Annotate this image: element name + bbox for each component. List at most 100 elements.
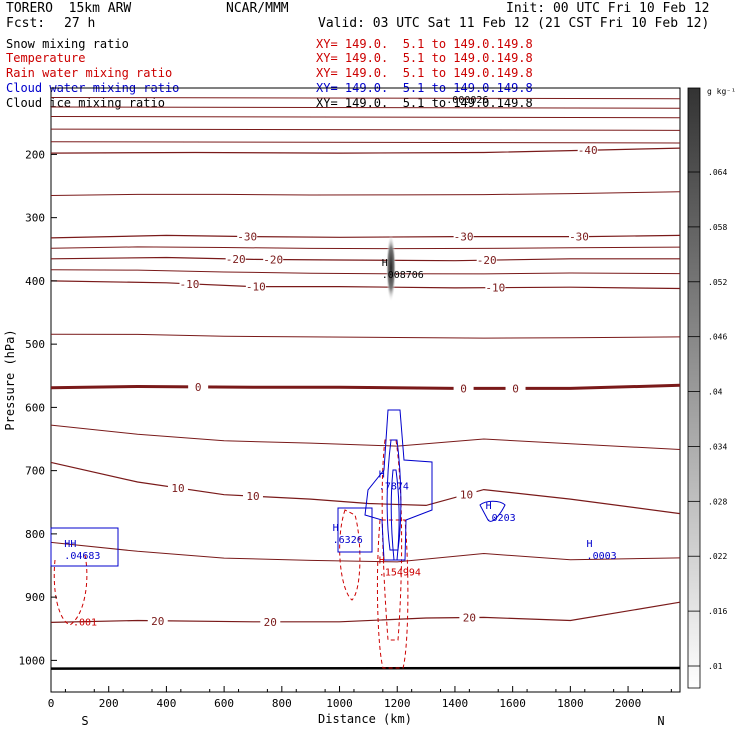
isotherm-label: 20 bbox=[151, 615, 164, 628]
isotherm-minor bbox=[50, 424, 681, 450]
field-xsec-rain: XY= 149.0. 5.1 to 149.0.149.8 bbox=[316, 66, 533, 80]
isotherm-label-bg bbox=[459, 611, 480, 623]
surface-line bbox=[50, 666, 681, 670]
isotherm-label: 0 bbox=[195, 381, 202, 394]
field-name-cloud-water: Cloud water mixing ratio bbox=[6, 81, 180, 95]
cloud-ice-shading bbox=[386, 234, 396, 302]
x-tick-label: 400 bbox=[156, 697, 176, 710]
isotherm-label-bg bbox=[453, 382, 474, 394]
cloud-water-max-marker: H bbox=[379, 469, 385, 480]
rain-water-max-marker: H bbox=[379, 555, 385, 566]
cloud-water-outer bbox=[364, 409, 433, 561]
rain-water-max-value: .154994 bbox=[379, 567, 421, 578]
isotherm-label-bg bbox=[263, 253, 284, 265]
init-time: Init: 00 UTC Fri 10 Feb 12 bbox=[506, 1, 710, 16]
field-name-rain: Rain water mixing ratio bbox=[6, 66, 173, 80]
y-axis-label: Pressure (hPa) bbox=[3, 329, 17, 430]
south-label: S bbox=[81, 714, 88, 728]
field-xsec-temperature: XY= 149.0. 5.1 to 149.0.149.8 bbox=[316, 51, 533, 65]
plot-frame bbox=[50, 87, 681, 693]
model-title: TORERO 15km ARW bbox=[6, 1, 132, 16]
isotherm-minor bbox=[50, 246, 681, 250]
isotherm-label-bg bbox=[188, 380, 209, 392]
isotherm-label-bg bbox=[260, 615, 281, 627]
isotherm-minus30 bbox=[50, 234, 681, 239]
cloud-ice-max-marker: H bbox=[382, 258, 388, 269]
isotherm-10 bbox=[50, 461, 681, 515]
colorbar-tick-label: .028 bbox=[708, 497, 727, 506]
field-xsec-snow: XY= 149.0. 5.1 to 149.0.149.8 bbox=[316, 37, 533, 51]
isotherm-label-bg bbox=[505, 382, 526, 394]
isotherm-label-bg bbox=[225, 253, 246, 265]
y-tick-label: 300 bbox=[25, 212, 45, 225]
valid-time: Valid: 03 UTC Sat 11 Feb 12 (21 CST Fri … bbox=[318, 16, 710, 31]
isotherm-label-bg bbox=[577, 144, 598, 156]
forecast-label: Fcst: bbox=[6, 16, 46, 31]
colorbar-tick-label: .064 bbox=[708, 168, 727, 177]
isotherm-minor bbox=[50, 191, 681, 196]
isotherm-label: -20 bbox=[263, 254, 283, 267]
isotherm-label: -20 bbox=[477, 254, 497, 267]
isotherm-upper bbox=[50, 115, 681, 119]
isotherm-label-bg bbox=[485, 281, 506, 293]
isotherm-upper bbox=[50, 141, 681, 144]
isotherm-minus20 bbox=[50, 256, 680, 262]
isotherm-label-bg bbox=[456, 488, 477, 500]
isotherm-0 bbox=[50, 383, 681, 390]
isotherm-label: -20 bbox=[226, 253, 246, 266]
x-tick-label: 200 bbox=[99, 697, 119, 710]
colorbar-tick-label: .04 bbox=[708, 388, 723, 397]
cloud-water-max-marker: H bbox=[486, 501, 492, 512]
forecast-hour: 27 h bbox=[64, 16, 96, 31]
temperature-contours bbox=[50, 96, 681, 670]
colorbar-tick-label: .034 bbox=[708, 442, 727, 451]
cloud-water-max-marker: HH bbox=[64, 539, 76, 550]
y-tick-label: 400 bbox=[25, 275, 45, 288]
field-name-temperature: Temperature bbox=[6, 51, 86, 65]
field-xsec-cloud-ice: XY= 149.0. 5.1 to 149.0.149.8 bbox=[316, 96, 533, 110]
x-tick-label: 1400 bbox=[442, 697, 469, 710]
colorbar-tick-label: .01 bbox=[708, 662, 723, 671]
cloud-water-edge bbox=[50, 527, 119, 567]
cloud-water-max-value: .6326 bbox=[333, 535, 363, 546]
x-tick-label: 0 bbox=[48, 697, 55, 710]
y-tick-label: 1000 bbox=[19, 654, 46, 667]
isotherm-label-bg bbox=[453, 230, 474, 242]
colorbar-tick-label: .058 bbox=[708, 223, 727, 232]
rain-contour-outer bbox=[376, 519, 409, 669]
isotherm-label: -30 bbox=[569, 231, 589, 244]
cloud-water-max-value: .0203 bbox=[486, 513, 516, 524]
x-tick-label: 1000 bbox=[326, 697, 353, 710]
isotherm-label-bg bbox=[245, 280, 266, 292]
isotherm-label: 20 bbox=[463, 612, 476, 625]
colorbar-unit: g kg⁻¹ bbox=[707, 87, 736, 96]
cloud-water-west bbox=[337, 507, 373, 553]
x-tick-label: 1600 bbox=[499, 697, 526, 710]
colorbar-tick-label: .046 bbox=[708, 333, 727, 342]
cloud-water-max-value: .7874 bbox=[379, 481, 409, 492]
isotherm-minor bbox=[50, 541, 681, 563]
colorbar-tick-label: .052 bbox=[708, 278, 727, 287]
colorbar-tick-label: .016 bbox=[708, 607, 727, 616]
isotherm-label: 10 bbox=[460, 488, 473, 501]
axes: 0 200 400 600 800 1000 1200 1400 1600 1800 2000200… bbox=[19, 148, 672, 710]
isotherm-minor bbox=[50, 333, 681, 339]
isotherm-upper bbox=[50, 128, 681, 131]
isotherm-label-bg bbox=[147, 614, 168, 626]
colorbar: .01 .016 .022 .028 .034 .04 .046 .052 .058 .064 bbox=[687, 87, 727, 689]
x-tick-label: 600 bbox=[214, 697, 234, 710]
isotherm-label: -10 bbox=[246, 281, 266, 294]
isotherm-label-bg bbox=[179, 277, 200, 289]
cloud-water-core bbox=[386, 439, 402, 551]
isotherm-label: -10 bbox=[180, 278, 200, 291]
isotherm-label-bg bbox=[167, 481, 188, 493]
y-tick-label: 700 bbox=[25, 465, 45, 478]
x-axis-label: Distance (km) bbox=[318, 712, 412, 726]
cloud-water-max-value: .0003 bbox=[587, 551, 617, 562]
isotherm-label: -30 bbox=[237, 231, 257, 244]
microphysics-contours bbox=[50, 234, 506, 669]
x-tick-label: 1800 bbox=[557, 697, 584, 710]
isotherm-label-bg bbox=[242, 490, 263, 502]
